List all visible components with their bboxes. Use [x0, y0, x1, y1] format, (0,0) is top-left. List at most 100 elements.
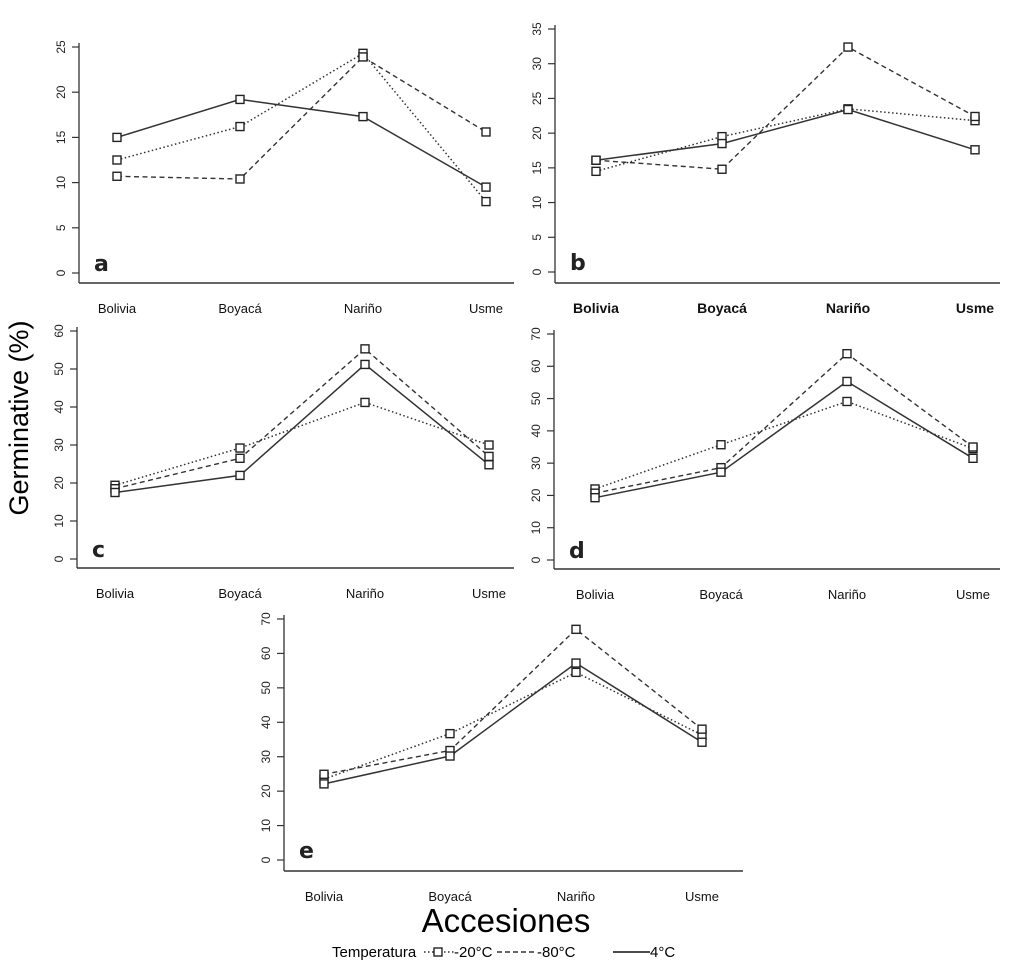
x-tick-label: Usme [956, 300, 994, 316]
panel-c: 0 10 20 30 40 50 60 Bolivia Boyacá Nariño Usme c [52, 324, 514, 601]
y-tick-label: 10 [52, 514, 66, 528]
x-tick-label: Boyacá [428, 889, 472, 904]
panel-e: 0 10 20 30 40 50 60 70 Bolivia Boyacá Nariño Usme e [259, 612, 743, 904]
series-line-dotted [116, 52, 487, 203]
data-point-dashed [235, 174, 245, 184]
y-tick-label: 60 [52, 324, 66, 338]
x-tick-label: Nariño [346, 586, 384, 601]
y-tick-label: 20 [529, 488, 543, 502]
data-point-solid [110, 487, 120, 498]
y-tick-label: 10 [259, 819, 273, 833]
y-tick-label: 25 [54, 40, 68, 54]
y-tick-label: 30 [530, 57, 544, 71]
y-tick-label: 10 [530, 196, 544, 210]
data-point-dotted [716, 440, 726, 450]
y-tick-label: 10 [529, 521, 543, 535]
x-tick-label: Usme [472, 586, 506, 601]
series-line-dotted [323, 671, 703, 780]
series-line-dashed [595, 46, 976, 170]
data-point-dashed [571, 624, 581, 635]
x-tick-label: Bolivia [573, 300, 619, 316]
y-tick-label: 25 [530, 91, 544, 105]
data-point-dashed [235, 453, 245, 463]
y-tick-label: 30 [259, 750, 273, 764]
data-point-dashed [358, 52, 368, 62]
data-point-solid [571, 658, 581, 668]
data-point-dashed [970, 111, 980, 122]
y-tick-label: 5 [54, 224, 68, 231]
x-tick-label: Usme [685, 889, 719, 904]
data-point-dotted [571, 667, 581, 678]
data-point-dotted [112, 155, 122, 165]
legend-label-minus20: -20°C [454, 944, 493, 961]
y-tick-label: 30 [52, 438, 66, 452]
legend-marker-square [433, 947, 443, 957]
series-line-dashed [114, 347, 490, 490]
data-point-solid [319, 779, 329, 789]
legend-label-minus80: -80°C [537, 944, 576, 961]
x-tick-label: Nariño [828, 587, 866, 602]
data-point-solid [716, 467, 726, 477]
data-point-solid [360, 359, 370, 370]
series-line-dotted [594, 400, 974, 490]
data-point-solid [481, 182, 491, 192]
y-tick-label: 20 [52, 476, 66, 490]
legend-title: Temperatura [332, 944, 417, 961]
data-point-solid [842, 376, 852, 387]
panel-letter: d [569, 539, 585, 564]
data-point-solid [445, 751, 455, 761]
y-tick-label: 15 [54, 130, 68, 144]
data-point-solid [697, 737, 707, 747]
y-tick-label: 15 [530, 161, 544, 175]
data-point-solid [358, 111, 368, 122]
y-tick-label: 70 [529, 327, 543, 341]
y-tick-label: 0 [530, 268, 544, 275]
data-point-solid [968, 453, 978, 463]
y-tick-label: 60 [259, 646, 273, 660]
y-tick-label: 10 [54, 176, 68, 190]
legend-label-4: 4°C [650, 944, 675, 961]
y-tick-label: 0 [54, 269, 68, 276]
y-tick-label: 0 [259, 856, 273, 863]
y-tick-label: 35 [530, 22, 544, 36]
data-point-dashed [843, 42, 853, 52]
y-tick-label: 5 [530, 234, 544, 241]
x-tick-label: Boyacá [218, 586, 262, 601]
data-point-dotted [484, 440, 494, 450]
y-tick-label: 50 [52, 362, 66, 376]
series-line-dashed [323, 628, 703, 775]
y-tick-label: 50 [259, 681, 273, 695]
data-point-solid [590, 492, 600, 503]
data-point-solid [591, 155, 601, 165]
series-line-dotted [114, 401, 490, 487]
x-tick-label: Usme [469, 301, 503, 316]
data-point-solid [843, 104, 853, 115]
y-tick-label: 40 [259, 715, 273, 729]
panel-letter: e [299, 839, 314, 864]
panel-a: 0 5 10 15 20 25 Bolivia Boyacá Nariño Usme a [54, 40, 514, 316]
y-tick-label: 0 [52, 555, 66, 562]
data-point-dashed [112, 171, 122, 181]
data-point-dotted [360, 397, 370, 408]
y-tick-label: 20 [530, 126, 544, 140]
data-point-dotted [481, 196, 491, 207]
data-point-solid [112, 132, 122, 143]
panel-d: 0 10 20 30 40 50 60 70 Bolivia Boyacá Nariño Usme d [529, 327, 1000, 602]
data-point-dashed [717, 164, 727, 174]
x-tick-label: Usme [956, 587, 990, 602]
y-tick-label: 40 [529, 424, 543, 438]
y-tick-label: 30 [529, 456, 543, 470]
x-tick-label: Boyacá [218, 301, 262, 316]
series-line-solid [595, 108, 976, 161]
data-point-dashed [697, 724, 707, 734]
data-point-dashed [484, 451, 494, 462]
series-line-dotted [595, 108, 976, 173]
data-point-dotted [591, 166, 601, 177]
data-point-dotted [842, 396, 852, 407]
x-tick-label: Nariño [557, 889, 595, 904]
series-line-solid [323, 662, 703, 785]
data-point-dotted [235, 443, 245, 453]
data-point-solid [235, 94, 245, 105]
y-tick-label: 70 [259, 612, 273, 626]
